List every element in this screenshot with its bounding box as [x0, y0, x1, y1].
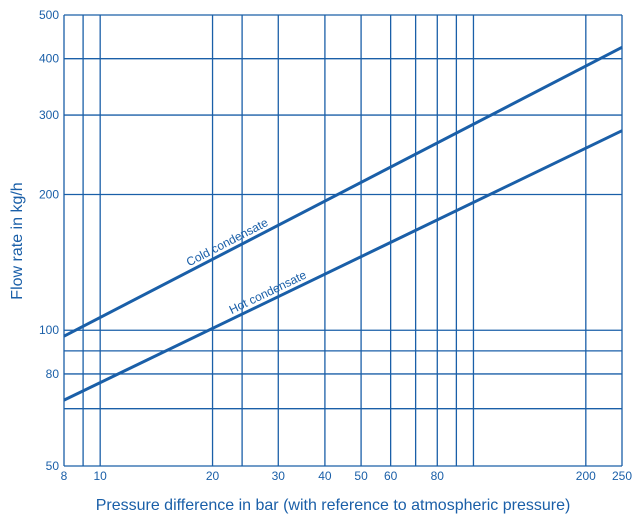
grid-lines: [63, 14, 623, 467]
y-tick-label: 200: [39, 187, 59, 201]
x-tick-label: 8: [61, 469, 68, 483]
y-tick-label: 400: [39, 52, 59, 66]
series-lines: [63, 45, 623, 402]
cold-condensate-line: [63, 45, 623, 338]
x-axis-title: Pressure difference in bar (with referen…: [96, 497, 571, 514]
x-tick-label: 10: [93, 469, 107, 483]
tick-labels: 8 10 20 30 40 50 60 80 200 250 50 80 100 200 300 400 500: [39, 8, 632, 483]
x-tick-label: 30: [272, 469, 286, 483]
y-tick-label: 500: [39, 8, 59, 22]
hot-condensate-line: [63, 129, 623, 402]
cold-condensate-label: Cold condensate: [184, 215, 271, 269]
x-tick-label: 200: [576, 469, 596, 483]
y-tick-label: 80: [46, 367, 60, 381]
x-tick-label: 80: [431, 469, 445, 483]
x-tick-label: 20: [206, 469, 220, 483]
hot-condensate-label: Hot condensate: [227, 268, 309, 317]
x-tick-label: 50: [354, 469, 368, 483]
y-tick-label: 100: [39, 323, 59, 337]
y-tick-label: 300: [39, 108, 59, 122]
x-tick-label: 250: [612, 469, 632, 483]
x-tick-label: 60: [384, 469, 398, 483]
y-tick-label: 50: [46, 459, 60, 473]
x-tick-label: 40: [318, 469, 332, 483]
y-axis-title: Flow rate in kg/h: [9, 182, 26, 299]
